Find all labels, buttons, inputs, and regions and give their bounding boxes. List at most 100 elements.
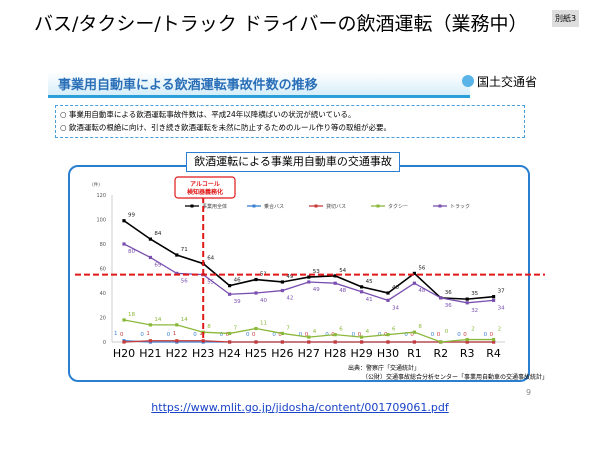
data-point <box>307 275 311 279</box>
chart-title: 飲酒運転による事業用自動車の交通事故 <box>186 152 400 172</box>
data-point <box>254 340 258 344</box>
data-point <box>201 339 205 343</box>
x-tick-label: H24 <box>218 347 240 360</box>
data-label: 41 <box>366 297 373 303</box>
legend-marker <box>438 204 442 208</box>
data-point <box>148 323 152 327</box>
bullet-item: ○ 事業用自動車による飲酒運転事故件数は、平成24年以降横ばいの状況が続いている… <box>60 110 356 119</box>
data-label: 49 <box>286 274 293 280</box>
attachment-badge: 別紙3 <box>552 10 580 27</box>
data-point <box>386 291 390 295</box>
data-label: 2 <box>498 327 502 333</box>
data-label: 0 <box>193 332 197 338</box>
x-tick-label: H25 <box>245 347 267 360</box>
data-label: 71 <box>181 247 188 253</box>
legend-marker <box>314 204 318 208</box>
data-point <box>254 277 258 282</box>
data-label: 0 <box>431 332 435 338</box>
data-label: 35 <box>471 291 478 297</box>
data-point <box>307 280 311 284</box>
annotation-box <box>174 176 236 199</box>
data-label: 0 <box>352 332 356 338</box>
data-label: 0 <box>358 332 362 338</box>
source-line: （公財）交通事故総合分析センター「事業用自動車の交通事故統計」 <box>362 374 549 381</box>
legend-marker <box>190 204 194 208</box>
data-label: 0 <box>410 332 414 338</box>
data-point <box>122 219 126 223</box>
source-link[interactable]: https://www.mlit.go.jp/jidosha/content/0… <box>151 401 449 414</box>
data-label: 0 <box>490 332 494 338</box>
data-point <box>465 301 469 305</box>
data-label: 0 <box>278 332 282 338</box>
data-point <box>175 323 179 327</box>
bullet-item: ○ 飲酒運転の根絶に向け、引き続き飲酒運転を未然に防止するためのルール作り等の取… <box>60 123 392 132</box>
data-label: 42 <box>286 296 293 302</box>
x-tick-label: H23 <box>192 347 214 360</box>
data-label: 36 <box>445 290 452 296</box>
data-label: 1 <box>146 331 150 337</box>
data-label: 0 <box>140 332 144 338</box>
data-point <box>148 237 152 241</box>
data-point <box>333 274 337 278</box>
data-point <box>122 318 126 322</box>
data-point <box>412 330 416 334</box>
data-label: 0 <box>272 332 276 338</box>
data-label: 2 <box>471 327 475 333</box>
data-point <box>280 280 284 284</box>
data-point <box>228 284 232 288</box>
data-point <box>412 340 416 344</box>
data-label: 0 <box>463 332 467 338</box>
data-label: 0 <box>437 332 441 338</box>
summary-box: ○ 事業用自動車による飲酒運転事故件数は、平成24年以降横ばいの状況が続いている… <box>55 105 525 138</box>
data-label: 37 <box>498 289 505 295</box>
data-label: 39 <box>234 299 241 305</box>
data-label: 34 <box>498 305 505 311</box>
data-label: 0 <box>457 332 461 338</box>
data-label: 48 <box>418 288 425 294</box>
section-heading: 事業用自動車による飲酒運転事故件数の推移 <box>58 78 318 93</box>
annotation-text: 検知器義務化 <box>187 188 223 196</box>
data-label: 46 <box>234 278 241 284</box>
data-label: 1 <box>199 331 203 337</box>
mlit-logo-icon <box>462 75 474 87</box>
data-point <box>148 339 152 343</box>
y-tick-label: 20 <box>100 316 106 322</box>
annotation-text: アルコール <box>190 181 220 188</box>
data-label: 7 <box>234 325 238 331</box>
data-label: 11 <box>260 321 267 327</box>
data-point <box>360 290 364 294</box>
data-point <box>386 298 390 302</box>
y-tick-label: 0 <box>103 340 106 346</box>
y-axis-label: (件) <box>92 181 100 188</box>
data-point <box>439 296 443 300</box>
data-label: 45 <box>366 279 373 285</box>
x-tick-label: H30 <box>377 347 399 360</box>
x-tick-label: H22 <box>166 347 188 360</box>
data-point <box>175 253 179 257</box>
data-point <box>360 285 364 289</box>
data-point <box>175 271 179 275</box>
x-tick-label: R4 <box>486 347 501 360</box>
data-point <box>386 333 390 337</box>
data-label: 14 <box>181 317 188 323</box>
data-point <box>333 333 337 337</box>
y-tick-label: 100 <box>96 218 106 224</box>
data-point <box>148 255 152 260</box>
source-note: 出典：警察庁「交通統計」 （公財）交通事故総合分析センター「事業用自動車の交通事… <box>348 364 548 382</box>
data-label: 4 <box>366 329 370 335</box>
data-point <box>333 281 337 285</box>
slide-title: バス/タクシー/トラック ドライバーの飲酒運転（業務中） <box>34 13 528 35</box>
data-label: 0 <box>252 332 256 338</box>
data-point <box>492 340 496 344</box>
x-tick-label: H20 <box>113 347 135 360</box>
legend-marker <box>376 204 380 208</box>
data-label: 0 <box>445 329 449 335</box>
legend-label: 貸切バス <box>326 203 346 210</box>
data-label: 32 <box>471 308 478 314</box>
data-label: 48 <box>339 288 346 294</box>
data-label: 0 <box>246 332 250 338</box>
data-label: 1 <box>114 331 118 337</box>
y-tick-label: 120 <box>96 193 106 199</box>
data-label: 8 <box>418 324 422 330</box>
data-point <box>307 335 311 339</box>
